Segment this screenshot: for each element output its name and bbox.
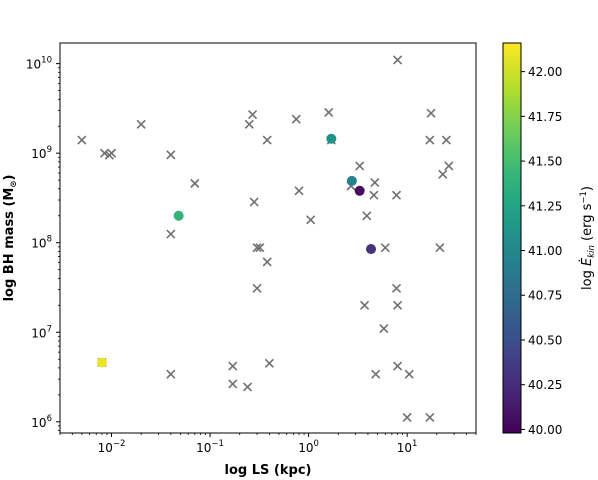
cross-marker <box>371 369 381 379</box>
cross-marker <box>262 257 272 267</box>
cross-marker <box>100 148 110 158</box>
cross-marker <box>291 114 301 124</box>
cross-marker <box>190 178 200 188</box>
cross-marker <box>228 379 238 389</box>
colored-point <box>96 357 107 368</box>
y-tick-label: 107 <box>31 324 52 340</box>
cross-marker <box>136 119 146 129</box>
y-axis-title-main: log BH mass (M <box>2 188 17 302</box>
data-marks <box>77 55 454 422</box>
cross-marker <box>77 135 87 145</box>
x-tick-label: 10−2 <box>98 439 126 455</box>
colorbar-tick-label: 40.25 <box>528 378 562 392</box>
cross-marker <box>360 300 370 310</box>
cross-marker <box>379 323 389 334</box>
colorbar-tick-label: 41.25 <box>528 199 562 213</box>
cross-marker <box>425 135 435 145</box>
plot-frame <box>59 42 477 434</box>
x-tick-label: 100 <box>298 439 319 455</box>
colorbar-title-sup: −1 <box>579 191 589 204</box>
y-tick-label: 1010 <box>26 56 52 72</box>
cross-marker <box>426 108 436 118</box>
plot-area <box>59 42 477 434</box>
x-axis: 10−2 10−1 100 101 <box>59 433 477 455</box>
colorbar-title-main: log <box>580 266 595 290</box>
colorbar-tick-label: 41.75 <box>528 110 562 124</box>
cross-marker <box>438 169 448 179</box>
cross-marker <box>370 177 380 188</box>
cross-marker <box>262 135 272 145</box>
cross-marker <box>324 107 334 118</box>
x-axis-title: log LS (kpc) <box>225 463 312 478</box>
cross-marker <box>380 243 390 253</box>
colored-point <box>346 175 357 186</box>
cross-marker <box>249 197 259 207</box>
colorbar-tick-label: 40.75 <box>528 289 562 303</box>
colorbar-title-tail: ) <box>580 186 595 191</box>
cross-marker <box>435 243 445 253</box>
y-tick-label: 108 <box>31 235 52 251</box>
cross-marker <box>242 382 253 392</box>
x-tick-label: 10−1 <box>196 439 224 455</box>
colorbar: 40.00 40.25 40.50 40.75 41.00 41.25 41.50 41.75… <box>502 42 562 437</box>
colorbar-tick-label: 42.00 <box>528 65 562 79</box>
colorbar-tick-label: 40.50 <box>528 333 562 347</box>
cross-marker <box>294 186 304 196</box>
y-tick-label: 106 <box>31 414 52 430</box>
cross-marker <box>166 369 176 379</box>
y-axis-title-tail: ) <box>2 175 17 181</box>
y-tick-label: 109 <box>31 145 52 161</box>
y-axis-title-sub: ⊙ <box>9 181 19 188</box>
colorbar-title-units: (erg s <box>580 203 595 245</box>
colored-point <box>354 185 365 196</box>
colored-point <box>173 210 184 221</box>
colorbar-title-symbol: Ė <box>579 257 595 266</box>
cross-marker <box>402 412 412 422</box>
colorbar-title: log Ėkin (erg s−1) <box>579 186 597 290</box>
cross-marker <box>306 215 316 225</box>
cross-marker <box>441 135 451 145</box>
colorbar-gradient <box>502 42 522 434</box>
cross-marker <box>166 229 176 239</box>
cross-marker <box>252 283 262 293</box>
x-tick-label: 101 <box>397 439 418 455</box>
cross-marker <box>393 55 403 65</box>
cross-marker <box>106 148 117 158</box>
cross-marker <box>391 190 402 200</box>
y-axis-title: log BH mass (M⊙) <box>2 175 19 302</box>
colorbar-title-sub: kin <box>587 245 597 258</box>
cross-marker <box>247 109 258 120</box>
cross-marker <box>166 150 176 160</box>
cross-marker <box>255 243 265 253</box>
cross-marker <box>362 211 372 221</box>
colored-point <box>326 133 337 144</box>
cross-marker <box>369 190 379 200</box>
colorbar-tick-label: 41.00 <box>528 244 562 258</box>
y-axis: 106 107 108 109 1010 <box>26 56 60 431</box>
cross-marker <box>355 161 365 171</box>
cross-marker <box>391 283 402 293</box>
colorbar-tick-label: 40.00 <box>528 423 562 437</box>
cross-marker <box>252 243 262 253</box>
cross-marker <box>393 361 403 371</box>
cross-marker <box>244 119 254 129</box>
colored-point <box>366 244 377 255</box>
cross-marker <box>228 361 238 371</box>
cross-marker <box>264 358 274 368</box>
cross-marker <box>444 161 454 171</box>
cross-marker <box>404 369 414 379</box>
colorbar-tick-label: 41.50 <box>528 155 562 169</box>
cross-marker <box>393 300 403 310</box>
cross-marker <box>425 412 435 422</box>
